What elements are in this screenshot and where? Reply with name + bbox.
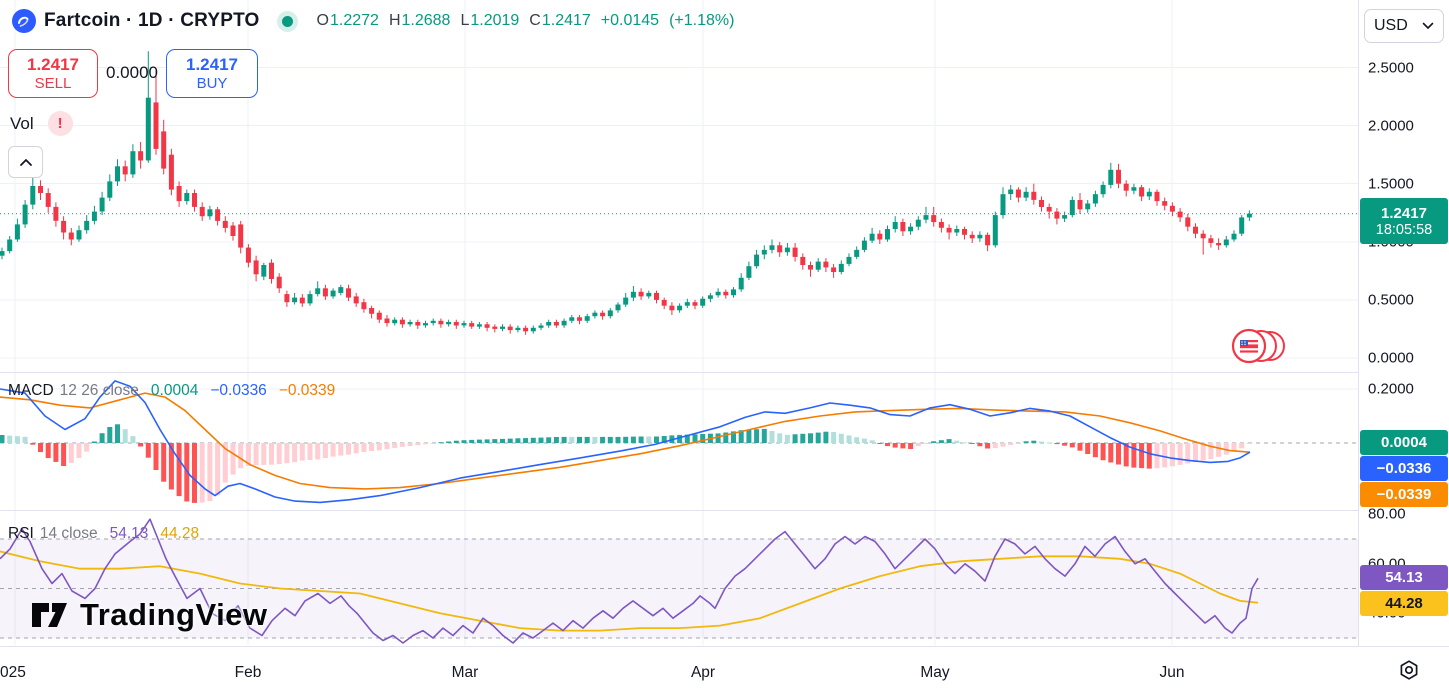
rsi-line: [0, 518, 1259, 644]
macd-signal-label: −0.0339: [1360, 482, 1448, 507]
macd-signal-value: −0.0339: [278, 382, 336, 399]
macd-name: MACD: [8, 382, 54, 399]
chevron-up-icon: [19, 158, 32, 166]
rsi-params: 14 close: [39, 525, 98, 542]
macd-line: [0, 380, 1251, 504]
current-price-value: 1.2417: [1381, 204, 1427, 222]
rsi-ma-value: 44.28: [160, 525, 200, 542]
year-label: 025: [0, 664, 26, 681]
currency-selector[interactable]: USD: [1364, 9, 1444, 43]
chevron-down-icon: [1422, 22, 1434, 29]
buy-button[interactable]: 1.2417 BUY: [166, 49, 258, 98]
tradingview-watermark: TradingView: [30, 597, 268, 633]
rsi-ma-label: 44.28: [1360, 591, 1448, 616]
rsi-legend[interactable]: RSI 14 close 54.13 44.28: [8, 525, 199, 543]
close-value: 1.2417: [541, 12, 591, 29]
currency-label: USD: [1374, 17, 1408, 34]
high-value: 1.2688: [401, 12, 451, 29]
buy-price: 1.2417: [186, 54, 238, 74]
ohlc-values: O 1.2272 H 1.2688 L 1.2019 C 1.2417 +0.0145 …: [317, 12, 735, 30]
macd-line-value: −0.0336: [210, 382, 267, 399]
buy-label: BUY: [196, 74, 228, 92]
axis-settings-gear-icon[interactable]: [1398, 659, 1420, 681]
low-label: L: [460, 12, 470, 29]
open-label: O: [316, 12, 329, 29]
rsi-ma-line: [0, 550, 1259, 632]
price-scale[interactable]: USD 2.50002.00001.50001.00000.50000.0000…: [1358, 0, 1449, 646]
time-axis-separator: [0, 646, 1449, 647]
macd-params: 12 26 close: [59, 382, 139, 399]
change-percent: (+1.18%): [669, 12, 735, 29]
tradingview-logo-icon: [32, 603, 67, 627]
price-tick-label: 0.5000: [1368, 291, 1414, 309]
low-value: 1.2019: [470, 12, 520, 29]
volume-study-row: Vol !: [10, 111, 73, 136]
close-label: C: [529, 12, 541, 29]
rsi-name: RSI: [8, 525, 34, 542]
symbol-title[interactable]: Fartcoin · 1D · CRYPTO: [44, 10, 260, 31]
macd-signal-line: [0, 392, 1251, 490]
market-status-icon[interactable]: [281, 15, 293, 27]
symbol-header: Fartcoin · 1D · CRYPTO O 1.2272 H 1.2688 L…: [12, 9, 734, 33]
fartcoin-logo-icon: [12, 9, 36, 33]
sell-label: SELL: [34, 74, 72, 92]
month-label-jun: Jun: [1159, 664, 1185, 681]
high-label: H: [388, 12, 401, 29]
macd-histogram-layer: [0, 424, 1252, 503]
macd-hist-label: 0.0004: [1360, 430, 1448, 455]
macd-line-label: −0.0336: [1360, 456, 1448, 481]
rsi-value: 54.13: [109, 525, 149, 542]
price-tick-label: 2.0000: [1368, 117, 1414, 135]
price-tick-label: 0.0000: [1368, 349, 1414, 367]
sell-price: 1.2417: [27, 54, 79, 74]
current-price-label: 1.2417 18:05:58: [1360, 198, 1448, 244]
us-economic-event-icon[interactable]: [1230, 327, 1288, 365]
collapse-panel-button[interactable]: [8, 146, 43, 178]
month-label-mar: Mar: [451, 664, 479, 681]
spread-value: 0.0000: [106, 62, 158, 82]
change-value: +0.0145: [600, 12, 660, 29]
bar-countdown: 18:05:58: [1375, 221, 1433, 238]
sell-button[interactable]: 1.2417 SELL: [8, 49, 98, 98]
macd-legend[interactable]: MACD 12 26 close 0.0004 −0.0336 −0.0339: [8, 382, 335, 400]
chart-canvas[interactable]: [0, 0, 1358, 646]
rsi-value-label: 54.13: [1360, 565, 1448, 590]
watermark-text: TradingView: [80, 597, 268, 632]
macd-hist-value: 0.0004: [150, 382, 199, 399]
price-tick-label: 2.5000: [1368, 59, 1414, 76]
pane-separator-main-macd[interactable]: [0, 372, 1449, 373]
time-axis[interactable]: 025 Feb Mar Apr May Jun: [0, 646, 1449, 693]
month-label-feb: Feb: [234, 664, 262, 681]
pane-separator-macd-rsi[interactable]: [0, 510, 1449, 511]
candles-layer: [0, 51, 1252, 335]
price-tick-label: 1.5000: [1368, 175, 1414, 193]
macd-tick-label: 0.2000: [1368, 380, 1414, 398]
open-value: 1.2272: [330, 12, 379, 29]
volume-alert-icon[interactable]: !: [47, 111, 73, 136]
volume-label[interactable]: Vol: [10, 113, 34, 133]
rsi-tick-label: 80.00: [1368, 505, 1406, 523]
month-label-apr: Apr: [690, 664, 716, 681]
month-label-may: May: [920, 664, 950, 681]
